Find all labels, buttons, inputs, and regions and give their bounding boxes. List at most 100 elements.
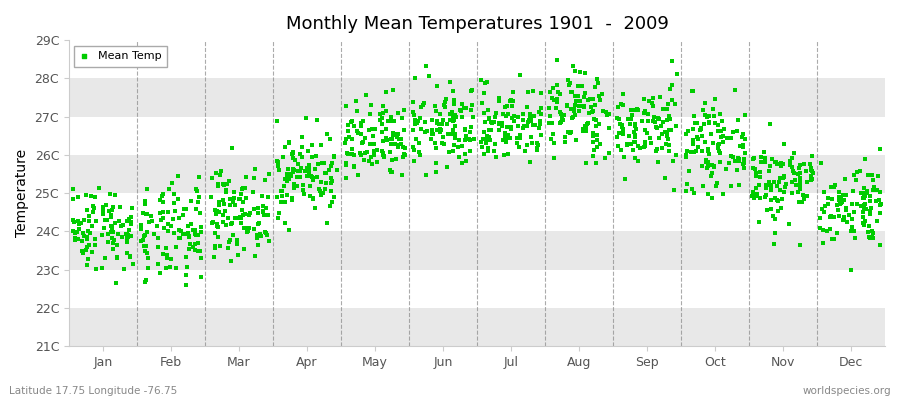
Point [824, 214, 838, 220]
Point [447, 122, 462, 129]
Point [578, 70, 592, 76]
Point [816, 209, 831, 216]
Point [777, 173, 791, 179]
Point [486, 147, 500, 154]
Point [239, 174, 254, 180]
Point [482, 136, 497, 143]
Point [291, 168, 305, 174]
Point [285, 150, 300, 157]
Point [320, 220, 334, 226]
Point [74, 220, 88, 227]
Point [414, 126, 428, 132]
Point [191, 240, 205, 246]
Point [429, 120, 444, 126]
Point [282, 139, 296, 146]
Point [287, 167, 302, 174]
Point [104, 234, 119, 241]
Point [696, 183, 710, 190]
Point [140, 255, 155, 262]
Point [383, 149, 398, 156]
Point [322, 202, 337, 209]
Point [216, 219, 230, 226]
Point [563, 106, 578, 112]
Point [285, 166, 300, 173]
Point [206, 219, 220, 225]
Point [624, 116, 638, 122]
Point [760, 185, 774, 191]
Point [120, 250, 134, 256]
Point [463, 148, 477, 154]
Point [667, 186, 681, 193]
Point [519, 142, 534, 148]
Point [447, 112, 462, 118]
Point [680, 148, 694, 154]
Point [282, 140, 296, 146]
Point [194, 255, 208, 262]
Point [286, 169, 301, 175]
Point [616, 91, 630, 97]
Point [213, 168, 228, 174]
Point [732, 182, 746, 188]
Point [554, 110, 568, 117]
Point [708, 183, 723, 189]
Point [242, 212, 256, 218]
Point [443, 111, 457, 118]
Point [661, 136, 675, 142]
Point [636, 110, 651, 116]
Point [193, 247, 207, 254]
Point [172, 226, 186, 233]
Point [578, 90, 592, 96]
Point [212, 172, 227, 178]
Point [160, 254, 175, 261]
Point [379, 88, 393, 95]
Point [339, 175, 354, 182]
Point [576, 103, 590, 109]
Point [687, 149, 701, 155]
Point [774, 160, 788, 166]
Point [95, 211, 110, 217]
Point [713, 150, 727, 156]
Point [553, 120, 567, 126]
Point [586, 153, 600, 160]
Point [554, 114, 569, 121]
Point [550, 96, 564, 102]
Point [516, 111, 530, 117]
Point [181, 230, 195, 236]
Point [380, 137, 394, 143]
Point [124, 221, 139, 227]
Point [590, 80, 605, 86]
Point [346, 152, 361, 158]
Point [568, 101, 582, 108]
Point [395, 153, 410, 160]
Point [80, 262, 94, 268]
Point [595, 91, 609, 98]
Point [324, 162, 338, 169]
Point [314, 142, 328, 148]
Point [341, 128, 356, 134]
Point [758, 194, 772, 200]
Point [163, 264, 177, 270]
Point [140, 264, 155, 271]
Point [425, 127, 439, 134]
Point [869, 218, 884, 225]
Point [795, 199, 809, 206]
Point [763, 163, 778, 169]
Point [446, 127, 460, 133]
Point [384, 169, 399, 176]
Point [624, 107, 638, 113]
Point [548, 105, 562, 111]
Point [103, 207, 117, 214]
Point [407, 147, 421, 153]
Point [139, 200, 153, 207]
Point [643, 135, 657, 142]
Point [356, 118, 371, 124]
Point [159, 252, 174, 259]
Point [339, 136, 354, 142]
Point [620, 140, 634, 147]
Point [834, 198, 849, 205]
Point [228, 215, 242, 221]
Point [134, 226, 148, 232]
Point [873, 146, 887, 152]
Point [694, 125, 708, 131]
Point [407, 112, 421, 118]
